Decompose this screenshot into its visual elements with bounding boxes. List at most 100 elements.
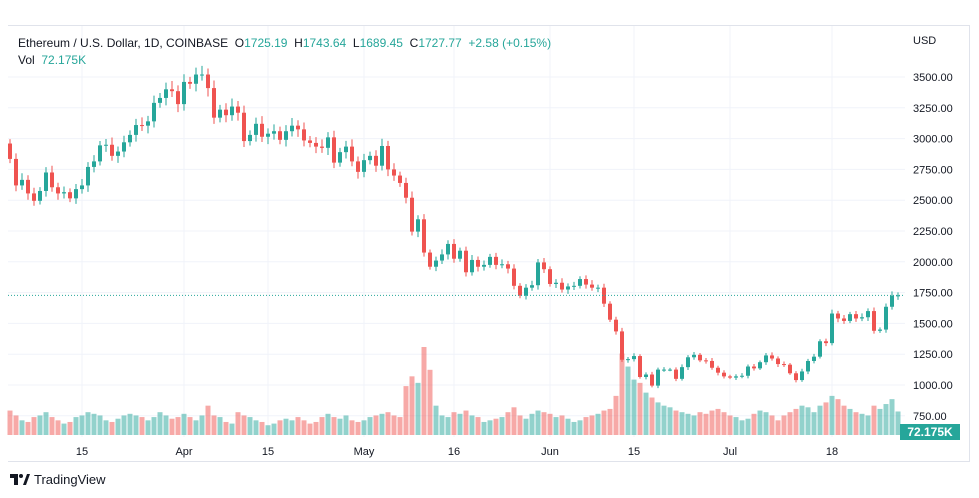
volume-bar xyxy=(343,415,349,435)
price-tick-label: 1250.00 xyxy=(913,349,953,361)
volume-bar xyxy=(439,415,445,435)
volume-bar xyxy=(415,382,421,435)
candle-body xyxy=(626,359,630,361)
volume-bar xyxy=(631,379,637,435)
volume-bar xyxy=(667,407,673,435)
candle-body xyxy=(530,285,534,288)
volume-bar xyxy=(55,420,61,435)
volume-bar xyxy=(211,415,217,435)
volume-bar xyxy=(19,420,25,435)
time-tick-label: Jul xyxy=(723,446,737,458)
candle-body xyxy=(710,360,714,368)
candle-body xyxy=(422,219,426,253)
candle-body xyxy=(92,161,96,167)
volume-bar xyxy=(643,392,649,435)
candle-body xyxy=(542,262,546,270)
volume-bar xyxy=(721,412,727,435)
volume-bar xyxy=(817,405,823,435)
candle-body xyxy=(398,175,402,183)
candle-body xyxy=(62,192,66,194)
volume-bar xyxy=(313,421,319,435)
candle-body xyxy=(698,354,702,361)
candle-body xyxy=(896,295,900,297)
volume-bar xyxy=(505,412,511,435)
candle-body xyxy=(50,172,54,188)
volume-bar xyxy=(133,415,139,435)
volume-bar xyxy=(283,418,289,435)
candle-body xyxy=(416,219,420,232)
candle-body xyxy=(458,250,462,259)
volume-bar xyxy=(385,412,391,435)
volume-bar xyxy=(697,412,703,435)
candle-body xyxy=(314,142,318,147)
candle-body xyxy=(32,193,36,201)
volume-bar xyxy=(355,421,361,435)
candle-body xyxy=(500,264,504,266)
candle-body xyxy=(134,125,138,135)
candle-body xyxy=(644,374,648,377)
candle-body xyxy=(170,89,174,92)
volume-bar xyxy=(217,417,223,435)
candle-body xyxy=(254,123,258,135)
candle-body xyxy=(578,279,582,286)
volume-bars xyxy=(7,347,901,435)
candle-body xyxy=(140,125,144,127)
candle-body xyxy=(386,145,390,170)
volume-bar xyxy=(103,420,109,435)
volume-bar xyxy=(259,421,265,435)
candlestick-chart[interactable]: 3500.00 3250.00 3000.00 2750.00 2500.00 2250.… xyxy=(0,0,979,470)
candle-body xyxy=(218,109,222,118)
candle-body xyxy=(584,279,588,285)
volume-bar xyxy=(151,417,157,435)
volume-bar xyxy=(493,418,499,435)
volume-bar xyxy=(325,413,331,435)
volume-bar xyxy=(295,417,301,435)
candle-body xyxy=(290,125,294,132)
candle-body xyxy=(434,260,438,267)
volume-bar xyxy=(463,410,469,435)
volume-bar xyxy=(391,415,397,435)
candle-body xyxy=(368,155,372,161)
candle-body xyxy=(116,151,120,156)
candle-body xyxy=(236,106,240,113)
candle-body xyxy=(554,282,558,284)
candle-body xyxy=(794,373,798,381)
candle-body xyxy=(734,376,738,378)
candle-body xyxy=(476,259,480,267)
volume-bar xyxy=(787,412,793,435)
candle-body xyxy=(8,143,12,159)
candle-body xyxy=(104,144,108,146)
volume-bar xyxy=(115,418,121,435)
volume-bar xyxy=(397,417,403,435)
candle-body xyxy=(878,329,882,331)
candle-body xyxy=(842,318,846,321)
volume-bar xyxy=(829,395,835,435)
candle-body xyxy=(728,376,732,378)
candle-body xyxy=(812,356,816,361)
volume-price-tag-label: 72.175K xyxy=(907,425,953,439)
volume-bar xyxy=(733,417,739,435)
volume-bar xyxy=(751,413,757,435)
candle-body xyxy=(392,169,396,176)
ohlc-legend: Ethereum / U.S. Dollar, 1D, COINBASE O17… xyxy=(18,36,552,50)
volume-bar xyxy=(727,415,733,435)
candle-body xyxy=(350,146,354,162)
volume-bar xyxy=(745,418,751,435)
volume-price-tag xyxy=(900,424,960,440)
volume-bar xyxy=(403,386,409,435)
symbol-title[interactable]: Ethereum / U.S. Dollar, 1D, COINBASE xyxy=(18,36,229,50)
candle-body xyxy=(296,125,300,130)
volume-bar xyxy=(481,421,487,435)
tradingview-logo[interactable]: TradingView xyxy=(10,472,106,487)
tradingview-logo-icon xyxy=(10,473,30,485)
time-tick-label: May xyxy=(354,446,375,458)
volume-bar xyxy=(37,415,43,435)
volume-bar xyxy=(769,415,775,435)
volume-bar xyxy=(169,418,175,435)
volume-bar xyxy=(199,415,205,435)
volume-bar xyxy=(49,417,55,435)
volume-bar xyxy=(691,415,697,435)
volume-bar xyxy=(73,417,79,435)
volume-bar xyxy=(661,405,667,435)
time-tick-label: 18 xyxy=(826,446,838,458)
